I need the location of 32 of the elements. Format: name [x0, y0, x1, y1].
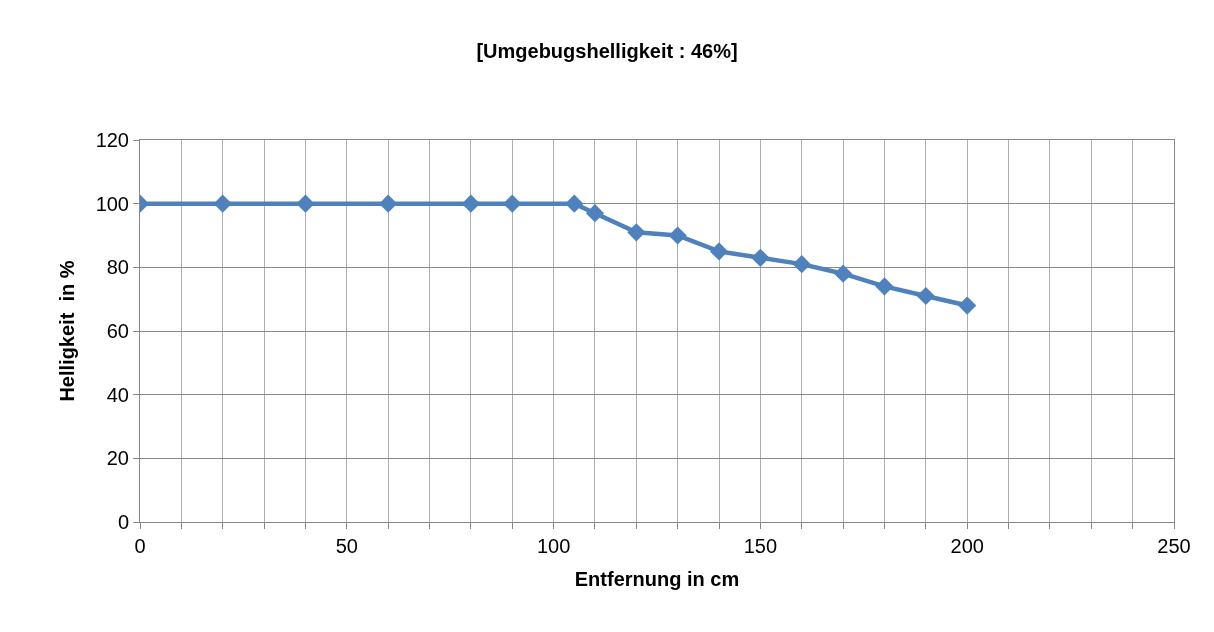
x-axis-title: Entfernung in cm — [574, 567, 740, 590]
x-tick-label: 200 — [950, 535, 984, 557]
x-tick-label: 0 — [134, 535, 146, 557]
y-tick-label: 20 — [106, 447, 129, 470]
point — [213, 194, 232, 213]
y-tick-label: 100 — [95, 192, 129, 215]
point — [379, 194, 398, 213]
point — [668, 226, 687, 245]
x-tick-label: 150 — [743, 535, 778, 557]
point — [709, 242, 729, 261]
x-tick-label: 100 — [536, 535, 571, 557]
point — [792, 255, 811, 274]
point — [958, 296, 977, 315]
point — [585, 204, 605, 223]
point — [296, 194, 315, 213]
point — [834, 264, 853, 283]
point — [565, 194, 584, 213]
point — [627, 223, 646, 242]
x-tick-label: 50 — [335, 535, 358, 557]
point — [461, 194, 480, 213]
y-tick-label: 120 — [95, 129, 129, 151]
point — [751, 248, 770, 267]
point — [875, 277, 894, 296]
y-axis-title: Helligkeit in % — [56, 260, 79, 402]
y-tick-label: 80 — [106, 256, 129, 279]
y-tick-label: 60 — [106, 320, 129, 342]
chart-title: [Umgebugshelligkeit : 46%] — [476, 40, 738, 63]
y-tick-label: 0 — [117, 511, 129, 533]
y-tick-label: 40 — [106, 383, 129, 406]
x-tick-label: 250 — [1157, 535, 1191, 557]
point — [916, 286, 935, 306]
point — [503, 194, 522, 213]
